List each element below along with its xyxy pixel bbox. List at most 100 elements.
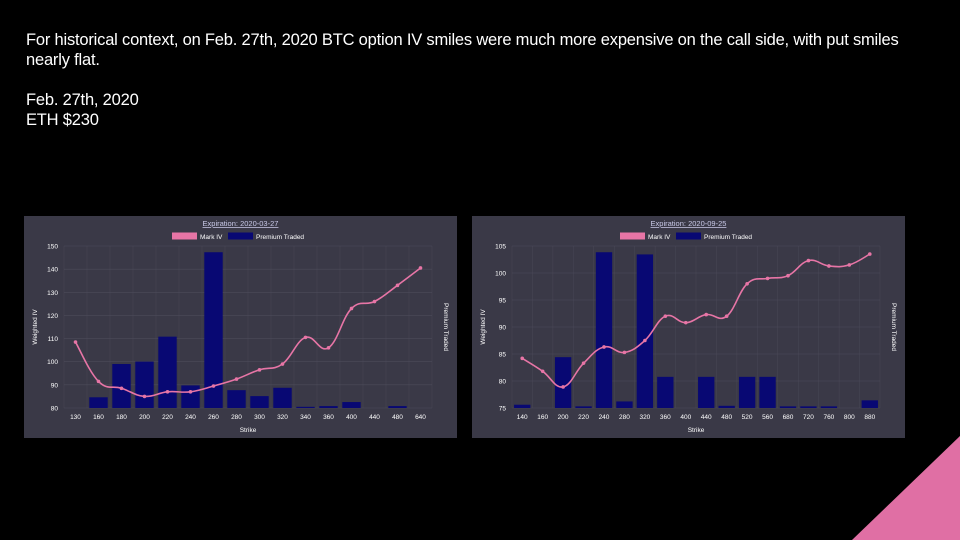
premium-bar: [738, 376, 756, 408]
x-tick-label: 320: [639, 414, 650, 421]
chart-march: Expiration: 2020-03-27 Mark IV Premium Tra…: [32, 219, 449, 434]
mark-iv-point: [581, 361, 586, 365]
x-tick-label: 800: [844, 414, 855, 421]
mark-iv-point: [326, 346, 331, 350]
chart-september: Expiration: 2020-09-25 Mark IV Premium Tra…: [480, 219, 897, 434]
y-tick-label: 90: [499, 325, 507, 332]
x-tick-label: 200: [139, 414, 150, 421]
mark-iv-point: [73, 340, 78, 344]
x-tick-label: 320: [277, 414, 288, 421]
premium-bar: [250, 396, 269, 408]
mark-iv-point: [724, 314, 729, 318]
y-tick-label: 150: [47, 244, 58, 251]
y-tick-label: 120: [47, 313, 58, 320]
y-tick-label: 80: [499, 379, 507, 386]
x-tick-label: 220: [578, 414, 589, 421]
x-tick-label: 160: [93, 414, 104, 421]
mark-iv-point: [867, 252, 872, 256]
x-tick-label: 560: [762, 414, 773, 421]
mark-iv-point: [234, 377, 239, 381]
mark-iv-point: [303, 335, 308, 340]
premium-bar: [554, 357, 572, 408]
date-label: Feb. 27th, 2020: [26, 91, 139, 109]
corner-accent-shape: [852, 436, 960, 540]
premium-bar: [273, 387, 292, 408]
x-tick-label: 280: [619, 414, 630, 421]
chart-title: Expiration: 2020-09-25: [651, 219, 727, 228]
y2-axis-label: Premium Traded: [442, 303, 449, 351]
premium-bar: [158, 336, 177, 408]
x-tick-label: 240: [599, 414, 610, 421]
y-tick-label: 110: [48, 336, 59, 343]
premium-bar: [861, 400, 878, 408]
x-tick-label: 400: [346, 414, 357, 421]
x-tick-label: 400: [680, 414, 691, 421]
premium-bar: [112, 364, 131, 408]
price-label: ETH $230: [26, 111, 99, 129]
mark-iv-point: [786, 273, 790, 278]
x-axis-label: Strike: [240, 427, 257, 434]
mark-iv-point: [704, 312, 709, 317]
mark-iv-point: [827, 264, 831, 268]
mark-iv-point: [165, 390, 170, 394]
legend-label-mark-iv: Mark IV: [648, 234, 671, 241]
mark-iv-point: [683, 320, 688, 325]
x-tick-label: 680: [783, 414, 794, 421]
premium-bar: [616, 401, 633, 408]
mark-iv-point: [257, 368, 262, 372]
y2-axis-label: Premium Traded: [890, 303, 897, 351]
premium-bar: [514, 404, 531, 408]
y-tick-label: 90: [51, 382, 59, 389]
premium-bar: [636, 254, 654, 408]
premium-bar: [575, 406, 592, 408]
mark-iv-point: [765, 276, 770, 281]
x-tick-label: 440: [701, 414, 712, 421]
legend-swatch-premium: [228, 232, 253, 240]
mark-iv-line: [521, 253, 871, 388]
premium-bar: [820, 406, 838, 408]
legend-label-premium: Premium Traded: [704, 234, 752, 241]
mark-iv-point: [119, 386, 124, 391]
premium-bar: [800, 406, 817, 408]
mark-iv-point: [349, 306, 354, 311]
legend-swatch-mark-iv: [172, 232, 197, 240]
x-tick-label: 220: [162, 414, 173, 421]
premium-bar: [759, 376, 776, 408]
legend-swatch-mark-iv: [620, 232, 645, 240]
x-tick-label: 720: [803, 414, 814, 421]
x-tick-label: 200: [558, 414, 569, 421]
mark-iv-point: [806, 258, 811, 263]
premium-bar: [181, 385, 200, 408]
x-tick-label: 360: [323, 414, 334, 421]
mark-iv-point: [520, 356, 525, 361]
y-tick-label: 75: [499, 406, 507, 413]
x-tick-label: 280: [231, 414, 242, 421]
x-tick-label: 480: [721, 414, 732, 421]
chart-panel-september: Expiration: 2020-09-25 Mark IV Premium Tra…: [472, 216, 905, 438]
premium-bar: [698, 376, 715, 408]
premium-bar: [296, 406, 315, 408]
x-tick-label: 160: [537, 414, 548, 421]
mark-iv-point: [418, 266, 423, 270]
y-tick-label: 105: [495, 244, 506, 251]
premium-bar: [89, 397, 108, 408]
mark-iv-point: [280, 362, 285, 366]
premium-bar: [595, 252, 613, 408]
premium-bar: [204, 252, 223, 408]
y-tick-label: 100: [495, 271, 506, 278]
x-tick-label: 340: [300, 414, 311, 421]
legend-label-mark-iv: Mark IV: [200, 234, 223, 241]
chart-panel-march: Expiration: 2020-03-27 Mark IV Premium Tra…: [24, 216, 457, 438]
y-tick-label: 85: [499, 352, 507, 359]
mark-iv-point: [96, 379, 101, 384]
y-tick-label: 80: [51, 406, 59, 413]
mark-iv-point: [372, 299, 377, 304]
y-tick-label: 130: [47, 290, 58, 297]
x-tick-label: 240: [185, 414, 196, 421]
x-tick-label: 130: [70, 414, 81, 421]
x-tick-label: 480: [392, 414, 403, 421]
premium-bar: [227, 390, 246, 408]
premium-bar: [388, 406, 407, 408]
x-axis-label: Strike: [688, 427, 705, 434]
premium-bar: [779, 406, 797, 408]
